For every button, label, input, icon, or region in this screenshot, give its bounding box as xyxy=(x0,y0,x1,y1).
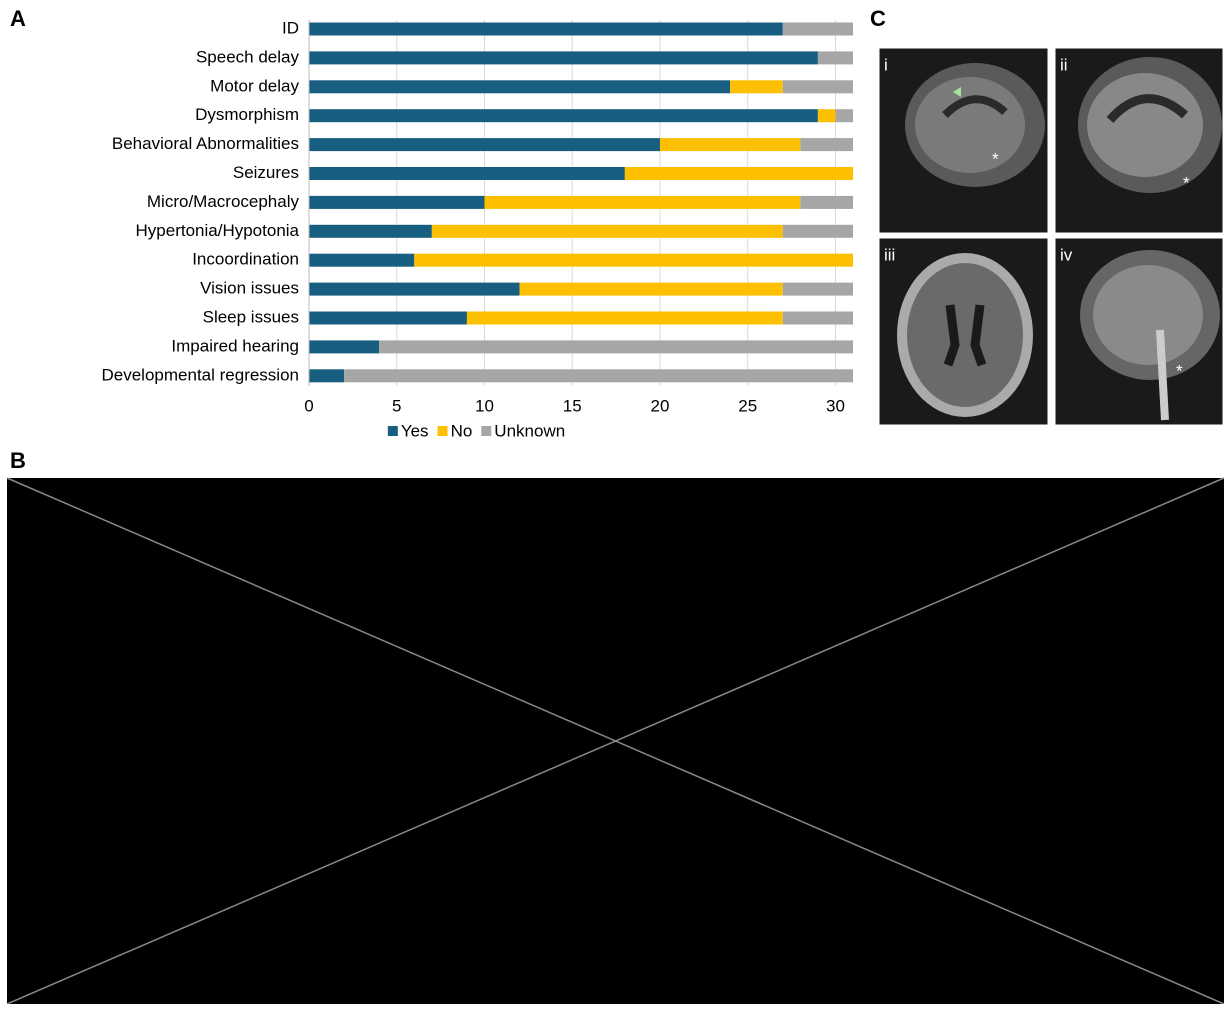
panel-label: A xyxy=(10,6,26,31)
x-tick-label: 0 xyxy=(304,396,313,415)
bar-segment xyxy=(309,369,345,383)
y-tick-label: Seizures xyxy=(233,163,299,182)
mri-marker: * xyxy=(1176,361,1183,380)
y-tick-label: Hypertonia/Hypotonia xyxy=(136,221,300,240)
bar-segment xyxy=(782,224,853,238)
bar-segment xyxy=(309,282,520,296)
mri-marker: * xyxy=(992,149,999,168)
x-tick-label: 25 xyxy=(738,396,757,415)
bar-segment xyxy=(309,311,467,325)
y-tick-label: Impaired hearing xyxy=(171,336,299,355)
mri-image: iii xyxy=(878,237,1049,426)
bar-segment xyxy=(659,138,801,152)
bar-segment xyxy=(817,51,853,65)
bar-segment xyxy=(309,22,783,36)
bar-segment xyxy=(782,282,853,296)
y-tick-label: Vision issues xyxy=(200,279,299,298)
bar-segment xyxy=(309,109,818,123)
legend-label: Unknown xyxy=(494,421,565,440)
bar-segment xyxy=(309,51,818,65)
panel-label: B xyxy=(10,448,26,473)
y-tick-label: Sleep issues xyxy=(203,307,299,326)
y-tick-label: Motor delay xyxy=(210,76,299,95)
legend-swatch xyxy=(387,426,398,436)
mri-image: iv * xyxy=(1054,237,1224,426)
bar-segment xyxy=(817,109,836,123)
x-tick-label: 10 xyxy=(475,396,494,415)
bar-segment xyxy=(730,80,783,94)
bar-segment xyxy=(431,224,783,238)
x-tick-label: 30 xyxy=(826,396,845,415)
x-tick-label: 5 xyxy=(392,396,401,415)
bar-segment xyxy=(782,311,853,325)
mri-image: i * xyxy=(878,47,1049,234)
legend-label: Yes xyxy=(401,421,429,440)
bar-segment xyxy=(309,80,731,94)
bar-segment xyxy=(782,22,853,36)
legend-swatch xyxy=(481,426,492,436)
bar-segment xyxy=(344,369,853,383)
y-tick-label: Speech delay xyxy=(196,47,300,66)
mri-label: i xyxy=(884,55,888,74)
y-tick-label: Dysmorphism xyxy=(195,105,299,124)
bar-segment xyxy=(800,195,853,209)
bar-segment xyxy=(309,195,485,209)
bar-segment xyxy=(414,253,853,267)
bar-segment xyxy=(309,340,380,354)
bar-segment xyxy=(309,138,660,152)
y-tick-label: Developmental regression xyxy=(102,365,300,384)
legend-label: No xyxy=(451,421,473,440)
y-tick-label: Incoordination xyxy=(192,250,299,269)
panel-label: C xyxy=(870,6,886,31)
bar-segment xyxy=(624,167,853,180)
mri-marker: * xyxy=(1183,173,1190,192)
bar-segment xyxy=(800,138,853,152)
legend-swatch xyxy=(437,426,448,436)
mri-label: iv xyxy=(1060,245,1073,264)
y-tick-label: Micro/Macrocephaly xyxy=(147,192,300,211)
y-tick-label: Behavioral Abnormalities xyxy=(112,134,299,153)
mri-label: ii xyxy=(1060,55,1068,74)
bar-segment xyxy=(835,109,853,123)
bar-segment xyxy=(309,224,432,238)
x-tick-label: 15 xyxy=(563,396,582,415)
mri-image: ii * xyxy=(1054,47,1224,234)
bar-segment xyxy=(519,282,783,296)
mri-label: iii xyxy=(884,245,895,264)
bar-segment xyxy=(309,167,625,180)
bar-segment xyxy=(466,311,783,325)
x-tick-label: 20 xyxy=(651,396,670,415)
y-tick-label: ID xyxy=(282,18,299,37)
bar-chart: 0 5 10 15 20 25 30 ID Speech delay Motor delay Dys… xyxy=(102,18,853,440)
bar-segment xyxy=(309,253,415,267)
bar-segment xyxy=(782,80,853,94)
placeholder-cross xyxy=(6,477,1224,1005)
bar-segment xyxy=(379,340,853,354)
bar-segment xyxy=(484,195,801,209)
